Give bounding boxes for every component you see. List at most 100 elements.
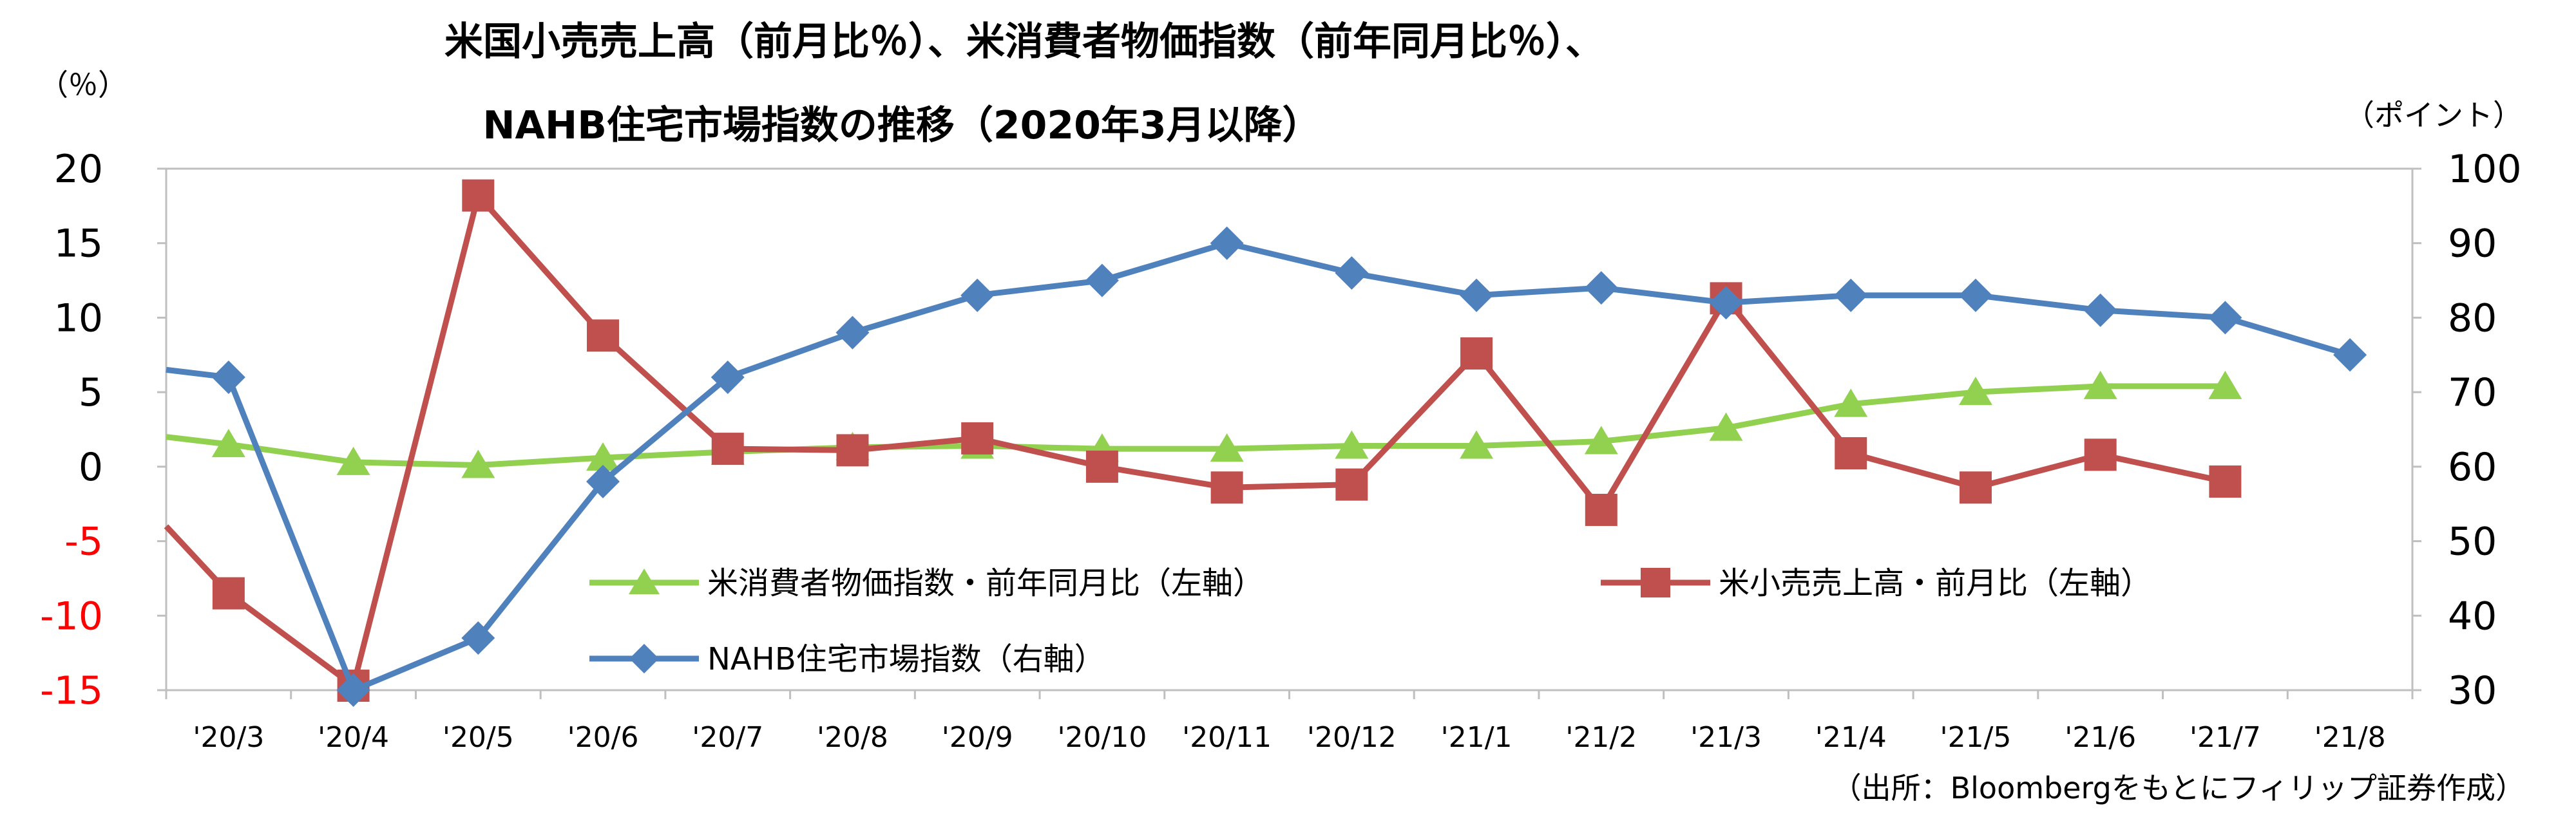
left-tick-label: 15 (54, 221, 103, 267)
left-tick-label: -10 (40, 594, 103, 639)
x-tick-label: '20/6 (568, 721, 639, 754)
x-tick-label: '21/1 (1441, 721, 1512, 754)
data-point (1584, 426, 1618, 455)
x-tick-label: '20/4 (318, 721, 389, 754)
data-point (1958, 377, 1992, 406)
data-point (1585, 493, 1617, 526)
data-point (2208, 301, 2242, 335)
data-point (2084, 438, 2117, 471)
right-axis: 100 90 80 70 60 50 40 30 (2412, 147, 2522, 713)
data-point (211, 429, 245, 458)
x-tick-label: '20/5 (443, 721, 514, 754)
left-tick-label: 20 (54, 147, 103, 192)
data-point (587, 319, 620, 352)
x-tick-label: '21/4 (1815, 721, 1887, 754)
legend-marker-nahb (629, 644, 659, 673)
series-line-0 (166, 383, 2226, 468)
data-point (2083, 293, 2117, 327)
data-point (1460, 278, 1494, 312)
data-point (1709, 286, 1743, 320)
data-point (2083, 370, 2117, 399)
data-point (1460, 430, 1494, 459)
data-point (1210, 433, 1244, 462)
left-tick-label: -5 (64, 520, 103, 565)
data-point (1959, 471, 1992, 504)
x-tick-label: '21/8 (2314, 721, 2386, 754)
right-tick-label: 30 (2448, 668, 2497, 713)
x-tick-label: '21/2 (1565, 721, 1637, 754)
data-point (1834, 278, 1868, 312)
left-axis: 20 15 10 5 0 -5 -10 -15 (40, 147, 166, 713)
left-tick-label: 5 (79, 370, 103, 415)
data-point (1584, 271, 1618, 305)
source-note: （出所：Bloombergをもとにフィリップ証券作成） (1832, 771, 2525, 805)
chart-title: 米国小売売上高（前月比％）、米消費者物価指数（前年同月比％）、 (444, 19, 1604, 64)
x-tick-label: '20/11 (1182, 721, 1272, 754)
data-point (461, 449, 495, 478)
data-point (336, 673, 370, 707)
data-point (1460, 337, 1493, 370)
legend-marker-retail (1641, 568, 1670, 597)
x-tick-label: '20/3 (193, 721, 264, 754)
left-tick-label: -15 (40, 668, 103, 713)
data-point (1958, 278, 1992, 312)
left-tick-label: 10 (54, 296, 103, 341)
right-tick-label: 90 (2448, 221, 2497, 267)
left-axis-unit: （％） (39, 68, 128, 102)
chart-subtitle: NAHB住宅市場指数の推移（2020年3月以降） (482, 103, 1321, 148)
data-point (1085, 263, 1119, 297)
x-tick-label: '21/5 (1940, 721, 2012, 754)
series-layer (164, 179, 2367, 707)
data-point (586, 442, 620, 471)
data-point (211, 361, 245, 394)
data-point (1335, 256, 1369, 290)
legend-item-nahb: NAHB住宅市場指数（右軸） (589, 641, 1105, 677)
data-point (1210, 471, 1243, 504)
legend-item-cpi: 米消費者物価指数・前年同月比（左軸） (589, 565, 1264, 601)
series-line-1 (164, 193, 2226, 689)
data-point (711, 361, 745, 394)
data-point (835, 315, 870, 350)
data-point (461, 621, 495, 655)
x-tick-label: '20/9 (942, 721, 1013, 754)
data-point (711, 433, 744, 465)
x-tick-label: '21/7 (2190, 721, 2261, 754)
legend-label-cpi: 米消費者物価指数・前年同月比（左軸） (707, 565, 1264, 601)
legend-item-retail: 米小売売上高・前月比（左軸） (1601, 565, 2151, 601)
right-tick-label: 50 (2448, 520, 2497, 565)
x-tick-label: '20/7 (692, 721, 763, 754)
data-point (462, 179, 495, 212)
x-axis: '20/3 '20/4 '20/5 '20/6 '20/7 '20/8 '20/9 '20/1… (165, 690, 2414, 754)
legend-marker-cpi (629, 568, 660, 594)
right-tick-label: 80 (2448, 296, 2497, 341)
right-axis-unit: （ポイント） (2345, 98, 2523, 133)
x-tick-label: '21/3 (1690, 721, 1762, 754)
legend: 米消費者物価指数・前年同月比（左軸） 米小売売上高・前月比（左軸） NAHB住宅… (589, 565, 2151, 677)
data-point (960, 278, 995, 312)
x-tick-label: '20/12 (1307, 721, 1397, 754)
right-tick-label: 40 (2448, 594, 2497, 639)
data-point (1835, 437, 1867, 470)
data-point (2208, 370, 2242, 399)
data-point (961, 422, 994, 455)
data-point (212, 577, 245, 610)
data-point (1335, 430, 1369, 459)
data-point (336, 446, 370, 475)
right-tick-label: 60 (2448, 445, 2497, 490)
x-tick-label: '21/6 (2065, 721, 2136, 754)
data-point (2209, 465, 2242, 498)
legend-label-retail: 米小売売上高・前月比（左軸） (1719, 565, 2151, 601)
data-point (1210, 226, 1244, 260)
data-point (1085, 450, 1118, 483)
legend-label-nahb: NAHB住宅市場指数（右軸） (707, 641, 1105, 677)
data-point (1709, 412, 1743, 441)
right-tick-label: 100 (2448, 147, 2522, 192)
data-point (836, 434, 869, 467)
right-tick-label: 70 (2448, 370, 2497, 415)
x-tick-label: '20/10 (1057, 721, 1147, 754)
data-point (1834, 388, 1868, 417)
data-point (1335, 468, 1368, 501)
data-point (2333, 338, 2367, 372)
